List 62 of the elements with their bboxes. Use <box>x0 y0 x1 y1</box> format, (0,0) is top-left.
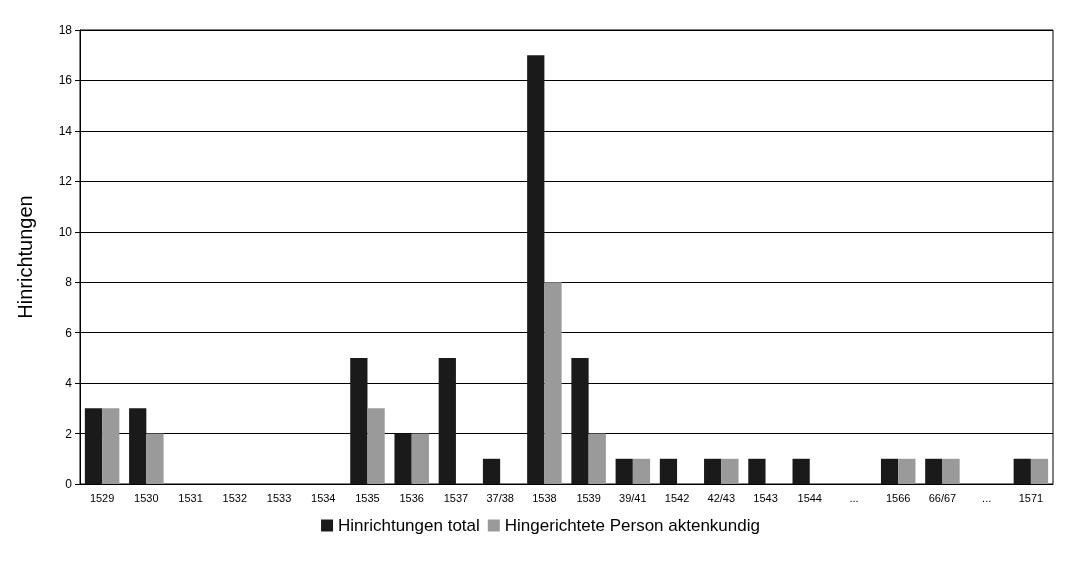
x-tick-label: 1571 <box>1018 491 1044 504</box>
x-tick-label: 1543 <box>753 491 778 504</box>
x-tick-label: 1544 <box>797 491 822 504</box>
y-axis-title: Hinrichtungen <box>14 195 36 319</box>
x-tick-label: 42/43 <box>707 491 736 504</box>
bar <box>544 282 562 484</box>
legend-label: Hinrichtungen total <box>338 516 480 535</box>
bar <box>367 408 385 484</box>
y-tick-label: 18 <box>58 23 73 37</box>
x-tick-label: 1542 <box>664 491 690 504</box>
x-tick-label: 39/41 <box>619 491 647 504</box>
bar <box>350 357 368 484</box>
bar <box>102 408 120 484</box>
x-tick-label: 1535 <box>355 491 380 504</box>
bar <box>1030 458 1049 484</box>
bar <box>527 55 545 484</box>
x-tick-label: 1529 <box>89 491 115 504</box>
bar <box>411 433 429 484</box>
bar <box>1013 458 1031 484</box>
y-tick-label: 4 <box>65 376 73 391</box>
bar <box>898 458 916 484</box>
x-tick-label: 66/67 <box>928 491 957 504</box>
bar <box>84 408 103 484</box>
x-tick-label: 37/38 <box>486 491 514 504</box>
bar <box>482 458 501 484</box>
bar <box>748 458 766 484</box>
bar <box>588 433 606 484</box>
legend-label: Hingerichtete Person aktenkundig <box>504 516 760 535</box>
y-tick-label: 8 <box>65 275 73 290</box>
bar <box>880 458 899 484</box>
bar <box>659 458 678 484</box>
bar <box>394 433 412 484</box>
x-tick-label: 1539 <box>576 491 601 504</box>
x-tick-label: ... <box>982 491 992 504</box>
y-tick-label: 12 <box>58 174 73 189</box>
x-tick-label: 1533 <box>266 491 292 504</box>
bar <box>792 458 810 484</box>
x-tick-label: 1538 <box>532 491 557 504</box>
y-tick-label: 16 <box>58 73 73 88</box>
y-tick-label: 2 <box>65 426 73 441</box>
x-tick-label: 1531 <box>178 491 203 504</box>
x-tick-label: 1534 <box>311 491 336 504</box>
x-tick-label: 1566 <box>885 491 911 504</box>
y-tick-label: 6 <box>65 325 73 340</box>
bar <box>146 433 164 484</box>
x-tick-label: 1536 <box>399 491 424 504</box>
y-tick-label: 0 <box>65 477 73 491</box>
y-tick-label: 14 <box>58 123 73 138</box>
x-tick-label: 1530 <box>134 491 159 504</box>
y-tick-label: 10 <box>58 224 73 239</box>
bar <box>721 458 739 484</box>
bar <box>942 458 960 484</box>
bar <box>129 408 147 484</box>
bar <box>704 458 722 484</box>
x-tick-label: 1537 <box>443 491 469 504</box>
bar <box>615 458 633 484</box>
x-tick-label: ... <box>849 491 859 504</box>
bar <box>438 357 456 484</box>
bar <box>632 458 651 484</box>
x-tick-label: 1532 <box>222 491 248 504</box>
bar <box>571 357 589 484</box>
bar <box>925 458 943 484</box>
